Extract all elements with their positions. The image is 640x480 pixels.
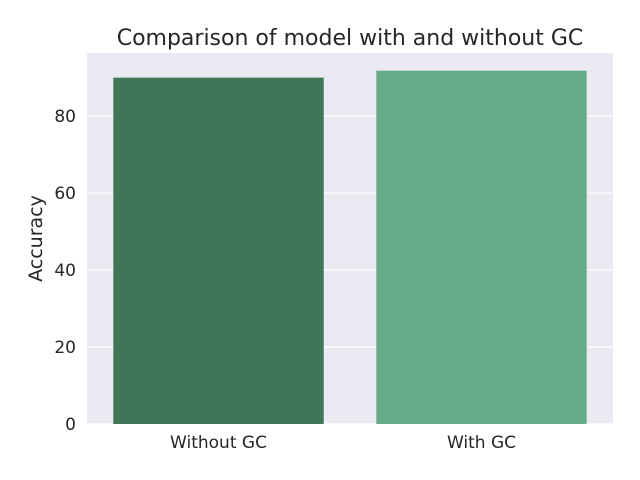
- y-tick-label: 60: [54, 184, 76, 204]
- y-axis-label: Accuracy: [25, 195, 47, 282]
- bar-without-gc: [113, 77, 324, 424]
- y-tick-label: 0: [65, 415, 76, 435]
- chart-title: Comparison of model with and without GC: [117, 26, 584, 51]
- bars: [113, 70, 587, 425]
- y-tick-label: 40: [54, 261, 76, 281]
- x-axis-ticks: Without GC With GC: [170, 433, 516, 453]
- x-tick-label: Without GC: [170, 433, 267, 453]
- y-axis-ticks: 0 20 40 60 80: [54, 107, 76, 435]
- x-tick-label: With GC: [447, 433, 516, 453]
- y-tick-label: 80: [54, 107, 76, 127]
- y-tick-label: 20: [54, 338, 76, 358]
- bar-with-gc: [376, 70, 587, 425]
